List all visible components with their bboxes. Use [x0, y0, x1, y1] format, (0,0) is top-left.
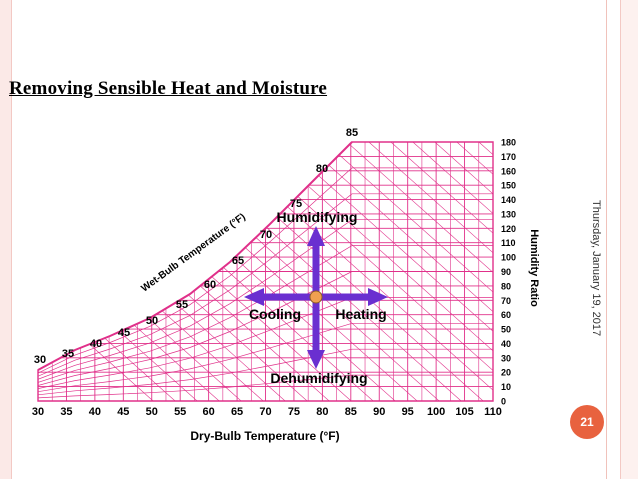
rh-curve	[38, 297, 493, 389]
y-tick-label: 30	[501, 353, 511, 363]
slide-title: Removing Sensible Heat and Moisture	[9, 78, 328, 99]
x-tick-label: 105	[455, 406, 473, 418]
x-tick-label: 65	[231, 406, 243, 418]
wet-bulb-label: Wet-Bulb Temperature (°F)	[139, 212, 247, 295]
x-tick-label: 80	[316, 406, 328, 418]
y-tick-label: 120	[501, 224, 516, 234]
wet-bulb-line	[544, 102, 638, 441]
rh-curve	[38, 193, 493, 377]
y-tick-label: 80	[501, 281, 511, 291]
wet-bulb-line	[367, 142, 493, 401]
y-tick-label: 160	[501, 166, 516, 176]
y-tick-label: 90	[501, 267, 511, 277]
rh-curve	[38, 322, 493, 393]
y-tick-label: 20	[501, 368, 511, 378]
wet-bulb-tick-label: 70	[260, 229, 272, 241]
wet-bulb-tick-label: 30	[34, 354, 46, 366]
wet-bulb-tick-label: 45	[118, 327, 130, 339]
wet-bulb-line	[566, 102, 638, 441]
wet-bulb-tick-label: 60	[204, 279, 216, 291]
y-tick-label: 150	[501, 181, 516, 191]
wet-bulb-tick-label: 80	[316, 163, 328, 175]
y-axis-ticks: 1801701601501401301201101009080706050403…	[501, 138, 516, 407]
wet-bulb-line	[323, 142, 493, 401]
label-heating: Heating	[335, 306, 386, 322]
x-tick-label: 40	[89, 406, 101, 418]
wet-bulb-tick-label: 85	[346, 127, 358, 139]
y-tick-label: 140	[501, 195, 516, 205]
arrow-down-head	[307, 350, 325, 369]
rh-curve	[38, 167, 493, 374]
arrow-up-head	[307, 226, 325, 246]
label-humidifying: Humidifying	[277, 209, 358, 225]
x-tick-label: 75	[288, 406, 300, 418]
left-border	[0, 0, 12, 479]
wet-bulb-line	[389, 142, 493, 401]
x-tick-label: 35	[60, 406, 72, 418]
y-tick-label: 180	[501, 138, 516, 148]
rh-curve	[38, 348, 493, 396]
process-arrows	[244, 226, 388, 369]
rh-curve	[38, 219, 493, 380]
x-tick-label: 30	[32, 406, 44, 418]
rh-curve	[38, 245, 493, 383]
wet-bulb-line	[38, 142, 221, 401]
wet-bulb-tick-label: 75	[290, 198, 302, 210]
y-axis-label: Humidity Ratio	[528, 229, 540, 307]
wet-bulb-ticks: 30 35 40 45 50 55 60 65 70 75 80 85	[34, 127, 358, 366]
x-tick-label: 70	[259, 406, 271, 418]
wet-bulb-tick-label: 65	[232, 255, 244, 267]
y-tick-label: 130	[501, 209, 516, 219]
y-tick-label: 40	[501, 339, 511, 349]
y-tick-label: 10	[501, 382, 511, 392]
wet-bulb-tick-label: 35	[62, 348, 74, 360]
y-tick-label: 100	[501, 253, 516, 263]
x-tick-label: 85	[345, 406, 357, 418]
x-tick-label: 90	[373, 406, 385, 418]
arrow-right-head	[368, 288, 388, 306]
wet-bulb-line	[345, 142, 493, 401]
y-tick-label: 0	[501, 397, 506, 407]
wet-bulb-tick-label: 50	[146, 315, 158, 327]
state-point	[309, 290, 323, 304]
wet-bulb-line	[38, 142, 243, 401]
rh-curve	[38, 374, 493, 399]
saturation-curve	[37, 141, 353, 371]
vertical-rule	[606, 0, 607, 479]
y-tick-label: 110	[501, 238, 516, 248]
x-tick-label: 100	[427, 406, 445, 418]
x-tick-label: 60	[203, 406, 215, 418]
wet-bulb-tick-label: 40	[90, 338, 102, 350]
wet-bulb-line	[500, 102, 638, 441]
x-tick-label: 45	[117, 406, 129, 418]
x-tick-label: 95	[402, 406, 414, 418]
rh-curve	[38, 271, 493, 386]
right-border	[620, 0, 638, 479]
x-axis-ticks: 30 35 40 45 50 55 60 65 70 75 80 85 90 95 100 105 110	[32, 406, 502, 418]
label-cooling: Cooling	[249, 306, 301, 322]
x-axis-label: Dry-Bulb Temperature (°F)	[190, 429, 339, 443]
y-tick-label: 60	[501, 310, 511, 320]
page-number-badge: 21	[570, 405, 604, 439]
x-tick-label: 110	[484, 406, 502, 418]
label-dehumidifying: Dehumidifying	[270, 370, 367, 386]
y-tick-label: 170	[501, 152, 516, 162]
wet-bulb-line	[411, 142, 493, 401]
wet-bulb-tick-label: 55	[176, 299, 188, 311]
x-tick-label: 55	[174, 406, 186, 418]
y-tick-label: 70	[501, 296, 511, 306]
y-tick-label: 50	[501, 325, 511, 335]
saturation-line	[37, 141, 353, 371]
wet-bulb-line	[610, 102, 638, 441]
wet-bulb-line	[588, 102, 638, 441]
wet-bulb-line	[632, 102, 638, 441]
wet-bulb-line	[38, 142, 199, 401]
arrow-left-head	[244, 288, 264, 306]
x-tick-label: 50	[146, 406, 158, 418]
